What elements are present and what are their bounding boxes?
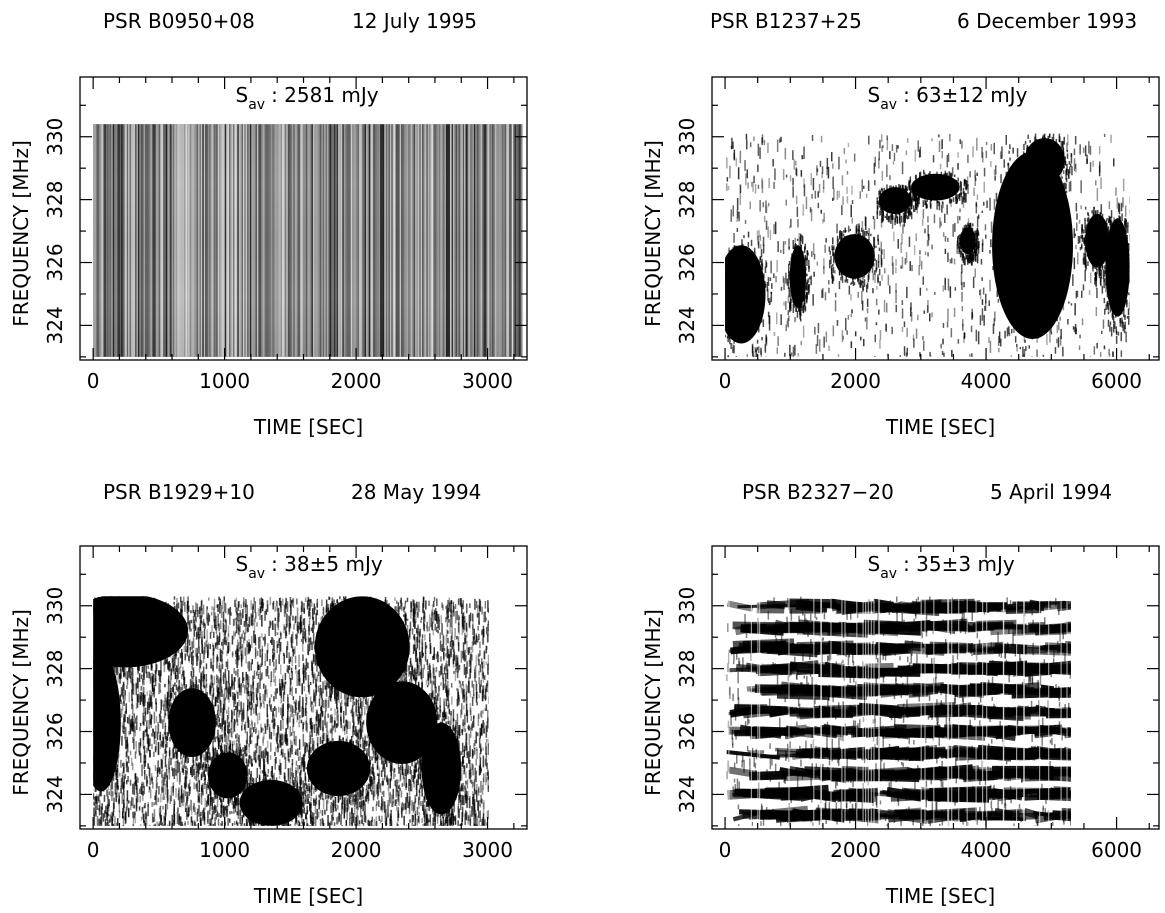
y-tick-label: 326 xyxy=(675,712,699,750)
plot-frame xyxy=(711,545,1160,830)
x-tick-label: 2000 xyxy=(331,838,382,862)
flux-subscript: av xyxy=(248,566,265,582)
x-tick-label: 2000 xyxy=(830,369,881,393)
panel-3: PSR B1929+10 28 May 1994 0 1000 2000 3000 324 3… xyxy=(9,480,528,908)
flux-value: : 35±3 mJy xyxy=(903,552,1015,576)
x-tick-label: 4000 xyxy=(961,838,1012,862)
observation-date: 6 December 1993 xyxy=(957,9,1137,33)
x-axis-label: TIME [SEC] xyxy=(885,415,995,439)
x-axis-label: TIME [SEC] xyxy=(885,884,995,908)
x-tick-label: 3000 xyxy=(462,838,513,862)
mean-flux-annotation: Sav : 2581 mJy xyxy=(236,83,379,113)
dynamic-spectrum-image xyxy=(725,596,1071,826)
y-axis-label: FREQUENCY [MHz] xyxy=(641,609,665,796)
x-tick-label: 4000 xyxy=(961,369,1012,393)
flux-value: : 2581 mJy xyxy=(271,83,379,107)
y-tick-label: 328 xyxy=(675,181,699,219)
pulsar-name: PSR B1929+10 xyxy=(103,480,255,504)
mean-flux-annotation: Sav : 38±5 mJy xyxy=(236,552,383,582)
x-tick-label: 0 xyxy=(87,369,100,393)
pulsar-name: PSR B0950+08 xyxy=(103,9,255,33)
y-tick-label: 328 xyxy=(43,650,67,688)
mean-flux-annotation: Sav : 35±3 mJy xyxy=(868,552,1015,582)
flux-symbol: S xyxy=(236,83,249,107)
y-tick-label: 326 xyxy=(43,243,67,281)
flux-symbol: S xyxy=(868,83,881,107)
observation-date: 12 July 1995 xyxy=(352,9,477,33)
flux-value: : 38±5 mJy xyxy=(271,552,383,576)
pulsar-name: PSR B2327−20 xyxy=(742,480,894,504)
panel-4: PSR B2327−20 5 April 1994 0 2000 4000 6000 324… xyxy=(641,480,1160,908)
x-tick-label: 1000 xyxy=(199,838,250,862)
x-tick-label: 6000 xyxy=(1091,369,1142,393)
pulsar-name: PSR B1237+25 xyxy=(710,9,862,33)
y-tick-label: 326 xyxy=(675,243,699,281)
y-tick-label: 330 xyxy=(43,587,67,625)
y-axis-label: FREQUENCY [MHz] xyxy=(9,609,33,796)
y-axis-label: FREQUENCY [MHz] xyxy=(9,140,33,327)
x-tick-label: 0 xyxy=(719,838,732,862)
panel-1: PSR B0950+08 12 July 1995 0 1000 2000 3000 324… xyxy=(9,9,528,439)
y-tick-label: 328 xyxy=(675,650,699,688)
x-axis-label: TIME [SEC] xyxy=(253,415,363,439)
y-axis-label: FREQUENCY [MHz] xyxy=(641,140,665,327)
x-tick-label: 1000 xyxy=(199,369,250,393)
flux-subscript: av xyxy=(880,97,897,113)
x-tick-label: 6000 xyxy=(1091,838,1142,862)
flux-symbol: S xyxy=(236,552,249,576)
dynamic-spectrum-image xyxy=(725,133,1130,357)
observation-date: 5 April 1994 xyxy=(990,480,1112,504)
x-axis-label: TIME [SEC] xyxy=(253,884,363,908)
x-tick-label: 2000 xyxy=(331,369,382,393)
dynamic-spectrum-image xyxy=(93,124,524,357)
y-tick-label: 324 xyxy=(675,775,699,813)
y-tick-label: 328 xyxy=(43,181,67,219)
flux-subscript: av xyxy=(880,566,897,582)
x-tick-label: 3000 xyxy=(462,369,513,393)
panel-2: PSR B1237+25 6 December 1993 0 2000 4000 6000… xyxy=(641,9,1160,439)
dynamic-spectrum-image xyxy=(93,596,489,826)
mean-flux-annotation: Sav : 63±12 mJy xyxy=(868,83,1028,113)
x-tick-label: 2000 xyxy=(830,838,881,862)
y-tick-label: 330 xyxy=(43,118,67,156)
y-tick-label: 324 xyxy=(43,775,67,813)
observation-date: 28 May 1994 xyxy=(351,480,481,504)
y-tick-label: 330 xyxy=(675,587,699,625)
flux-symbol: S xyxy=(868,552,881,576)
flux-subscript: av xyxy=(248,97,265,113)
x-tick-label: 0 xyxy=(719,369,732,393)
plot-frame xyxy=(711,76,1160,361)
y-tick-label: 324 xyxy=(675,306,699,344)
y-tick-label: 324 xyxy=(43,306,67,344)
x-tick-label: 0 xyxy=(87,838,100,862)
y-tick-label: 326 xyxy=(43,712,67,750)
flux-value: : 63±12 mJy xyxy=(903,83,1027,107)
y-tick-label: 330 xyxy=(675,118,699,156)
